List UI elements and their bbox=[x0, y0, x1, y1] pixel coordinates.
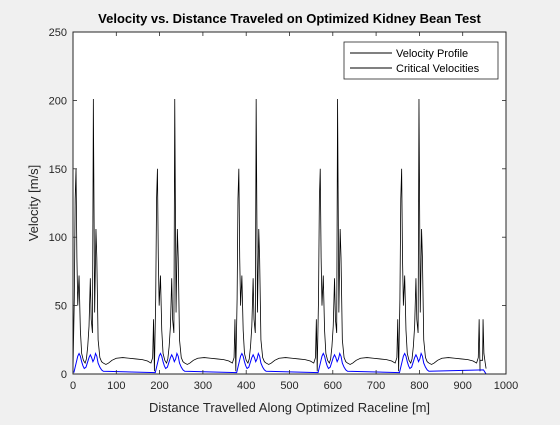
x-tick-label: 300 bbox=[194, 380, 212, 392]
x-tick-label: 500 bbox=[280, 380, 298, 392]
legend-label-velocity-profile: Velocity Profile bbox=[396, 48, 468, 60]
series-lines bbox=[72, 99, 487, 375]
x-tick-label: 700 bbox=[367, 380, 385, 392]
x-tick-label: 1000 bbox=[494, 380, 518, 392]
y-tick-label: 50 bbox=[55, 301, 67, 313]
y-tick-label: 200 bbox=[49, 95, 67, 107]
x-tick-label: 200 bbox=[150, 380, 168, 392]
legend-label-critical-velocities: Critical Velocities bbox=[396, 63, 480, 75]
y-tick-label: 250 bbox=[49, 27, 67, 39]
x-tick-label: 600 bbox=[324, 380, 342, 392]
chart-title: Velocity vs. Distance Traveled on Optimi… bbox=[98, 11, 481, 26]
x-tick-label: 100 bbox=[107, 380, 125, 392]
series-line-critical-velocities bbox=[72, 99, 487, 372]
y-tick-label: 150 bbox=[49, 164, 67, 176]
axes-background bbox=[73, 32, 506, 374]
x-tick-label: 0 bbox=[70, 380, 76, 392]
axis-ticks: 0 100 200 300 400 500 600 700 800 900 1000 0 50 100 15… bbox=[49, 27, 519, 392]
x-axis-label: Distance Travelled Along Optimized Racel… bbox=[149, 400, 430, 415]
y-axis-label: Velocity [m/s] bbox=[26, 165, 41, 242]
x-tick-label: 800 bbox=[410, 380, 428, 392]
legend-box bbox=[343, 41, 499, 80]
axes-box bbox=[72, 31, 507, 375]
x-tick-label: 400 bbox=[237, 380, 255, 392]
x-tick-label: 900 bbox=[454, 380, 472, 392]
y-tick-label: 100 bbox=[49, 232, 67, 244]
y-tick-label: 0 bbox=[61, 369, 67, 381]
series-line-velocity-profile bbox=[73, 351, 487, 375]
legend: Velocity Profile Critical Velocities bbox=[343, 41, 499, 80]
